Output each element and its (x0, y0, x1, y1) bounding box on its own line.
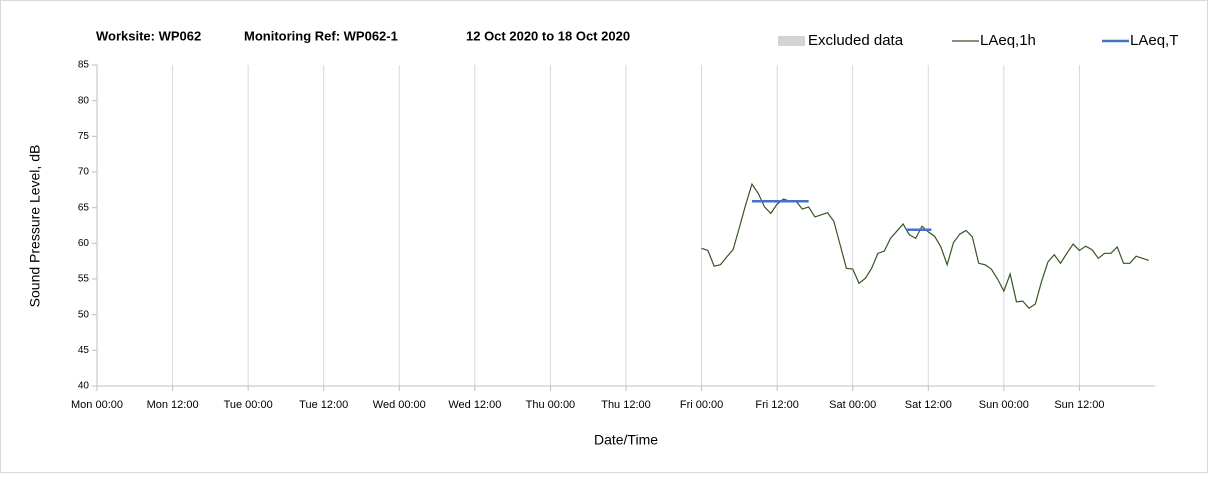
y-tick-label: 75 (78, 131, 90, 142)
legend-label: LAeq,1h (980, 32, 1036, 49)
y-tick-label: 40 (78, 381, 90, 392)
series-line (751, 199, 932, 232)
x-tick-label: Tue 00:00 (224, 399, 273, 411)
x-tick-label: Sat 12:00 (905, 399, 952, 411)
x-tick-label: Sun 12:00 (1054, 399, 1104, 411)
chart-title: Monitoring Ref: WP062-1 (244, 28, 398, 43)
chart-title: 12 Oct 2020 to 18 Oct 2020 (466, 28, 630, 43)
x-tick-label: Mon 00:00 (71, 399, 123, 411)
legend-swatch (778, 36, 805, 46)
x-tick-label: Mon 12:00 (147, 399, 199, 411)
x-tick-label: Thu 12:00 (601, 399, 651, 411)
x-tick-label: Fri 00:00 (680, 399, 723, 411)
x-tick-label: Wed 12:00 (448, 399, 501, 411)
x-tick-label: Sat 00:00 (829, 399, 876, 411)
y-tick-label: 55 (78, 274, 90, 285)
x-tick-label: Wed 00:00 (373, 399, 426, 411)
chart-title: Worksite: WP062 (96, 28, 201, 43)
y-tick-label: 80 (78, 95, 90, 106)
x-axis-label: Date/Time (594, 432, 658, 448)
x-tick-label: Sun 00:00 (979, 399, 1029, 411)
legend-label: Excluded data (808, 32, 904, 49)
y-axis-label: Sound Pressure Level, dB (27, 145, 43, 308)
y-tick-label: 60 (78, 238, 90, 249)
y-tick-label: 45 (78, 345, 90, 356)
y-tick-label: 85 (78, 60, 90, 71)
y-tick-label: 70 (78, 167, 90, 178)
y-tick-label: 50 (78, 309, 90, 320)
y-tick-label: 65 (78, 202, 90, 213)
x-tick-label: Thu 00:00 (526, 399, 576, 411)
x-tick-label: Fri 12:00 (755, 399, 798, 411)
legend-label: LAeq,T (1130, 32, 1178, 49)
x-tick-label: Tue 12:00 (299, 399, 348, 411)
